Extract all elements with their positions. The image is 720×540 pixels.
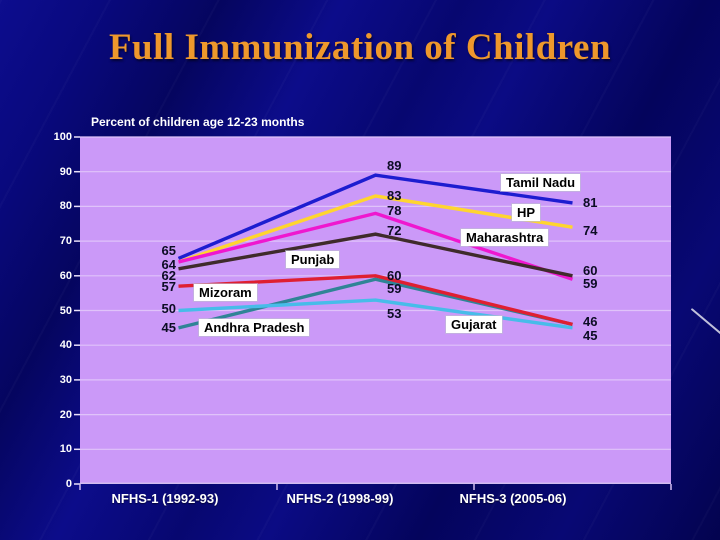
y-axis-label-70: 70 xyxy=(59,235,72,248)
series-label-box-punjab: Punjab xyxy=(286,250,340,268)
slide-title: Full Immunization of Children xyxy=(108,27,612,68)
series-line-gujarat xyxy=(178,298,573,330)
point-label-nfhs3-59: 59 xyxy=(583,275,598,291)
series-label-box-hp: HP xyxy=(512,203,541,221)
x-axis-label-nfhs2: NFHS-2 (1998-99) xyxy=(286,491,394,506)
point-label-nfhs1-45: 45 xyxy=(161,319,176,335)
point-label-nfhs3-74: 74 xyxy=(583,222,598,238)
point-label-nfhs2-72: 72 xyxy=(387,222,402,238)
point-label-nfhs2-78: 78 xyxy=(387,202,402,218)
series-label-box-andhra-pradesh: Andhra Pradesh xyxy=(199,318,310,336)
y-axis-label-20: 20 xyxy=(59,408,72,421)
series-label-box-maharashtra: Maharashtra xyxy=(461,228,549,246)
series-line-maharashtra xyxy=(178,211,574,281)
series-line-hp xyxy=(177,194,573,264)
point-label-nfhs2-89: 89 xyxy=(387,157,402,173)
y-axis-label-10: 10 xyxy=(59,443,72,456)
y-axis-label-60: 60 xyxy=(59,269,72,282)
point-label-nfhs2-53: 53 xyxy=(387,305,402,321)
point-label-nfhs1-50: 50 xyxy=(161,300,176,316)
y-axis-label-100: 100 xyxy=(53,131,72,143)
point-label-nfhs1-57: 57 xyxy=(161,278,176,294)
y-axis-label-30: 30 xyxy=(59,373,72,386)
point-label-nfhs2-60: 60 xyxy=(387,267,402,283)
line-chart-canvas xyxy=(74,136,672,490)
series-line-mizoram xyxy=(178,274,573,327)
series-line-tamil-nadu xyxy=(177,173,573,261)
point-label-nfhs2-83: 83 xyxy=(387,187,402,203)
series-label-box-tamil-nadu: Tamil Nadu xyxy=(501,173,581,191)
chart-subtitle: Percent of children age 12-23 months xyxy=(91,115,305,129)
y-axis-label-0: 0 xyxy=(65,478,72,490)
x-axis-label-nfhs1: NFHS-1 (1992-93) xyxy=(111,491,219,506)
point-label-nfhs3-81: 81 xyxy=(583,194,598,210)
y-axis-label-40: 40 xyxy=(59,339,72,352)
point-label-nfhs3-45: 45 xyxy=(583,327,598,343)
point-label-nfhs1-62: 62 xyxy=(161,267,176,283)
background-streak-decoration xyxy=(690,308,720,342)
y-axis-label-50: 50 xyxy=(59,304,72,317)
line-chart-plot-area: 65 64 62 57 50 45 89 83 78 72 60 59 53 81 74 60 59 46 45 Ta… xyxy=(74,136,672,490)
point-label-nfhs3-60: 60 xyxy=(583,262,598,278)
point-label-nfhs1-65: 65 xyxy=(161,242,176,258)
point-label-nfhs3-46: 46 xyxy=(583,313,598,329)
series-label-box-mizoram: Mizoram xyxy=(194,283,257,301)
point-label-nfhs2-59: 59 xyxy=(387,280,402,296)
y-axis-label-90: 90 xyxy=(59,165,72,178)
series-label-box-gujarat: Gujarat xyxy=(446,315,502,333)
y-axis-label-80: 80 xyxy=(59,200,72,213)
point-label-nfhs1-64: 64 xyxy=(161,256,176,272)
series-line-punjab xyxy=(178,232,573,278)
x-axis-label-nfhs3: NFHS-3 (2005-06) xyxy=(459,491,567,506)
